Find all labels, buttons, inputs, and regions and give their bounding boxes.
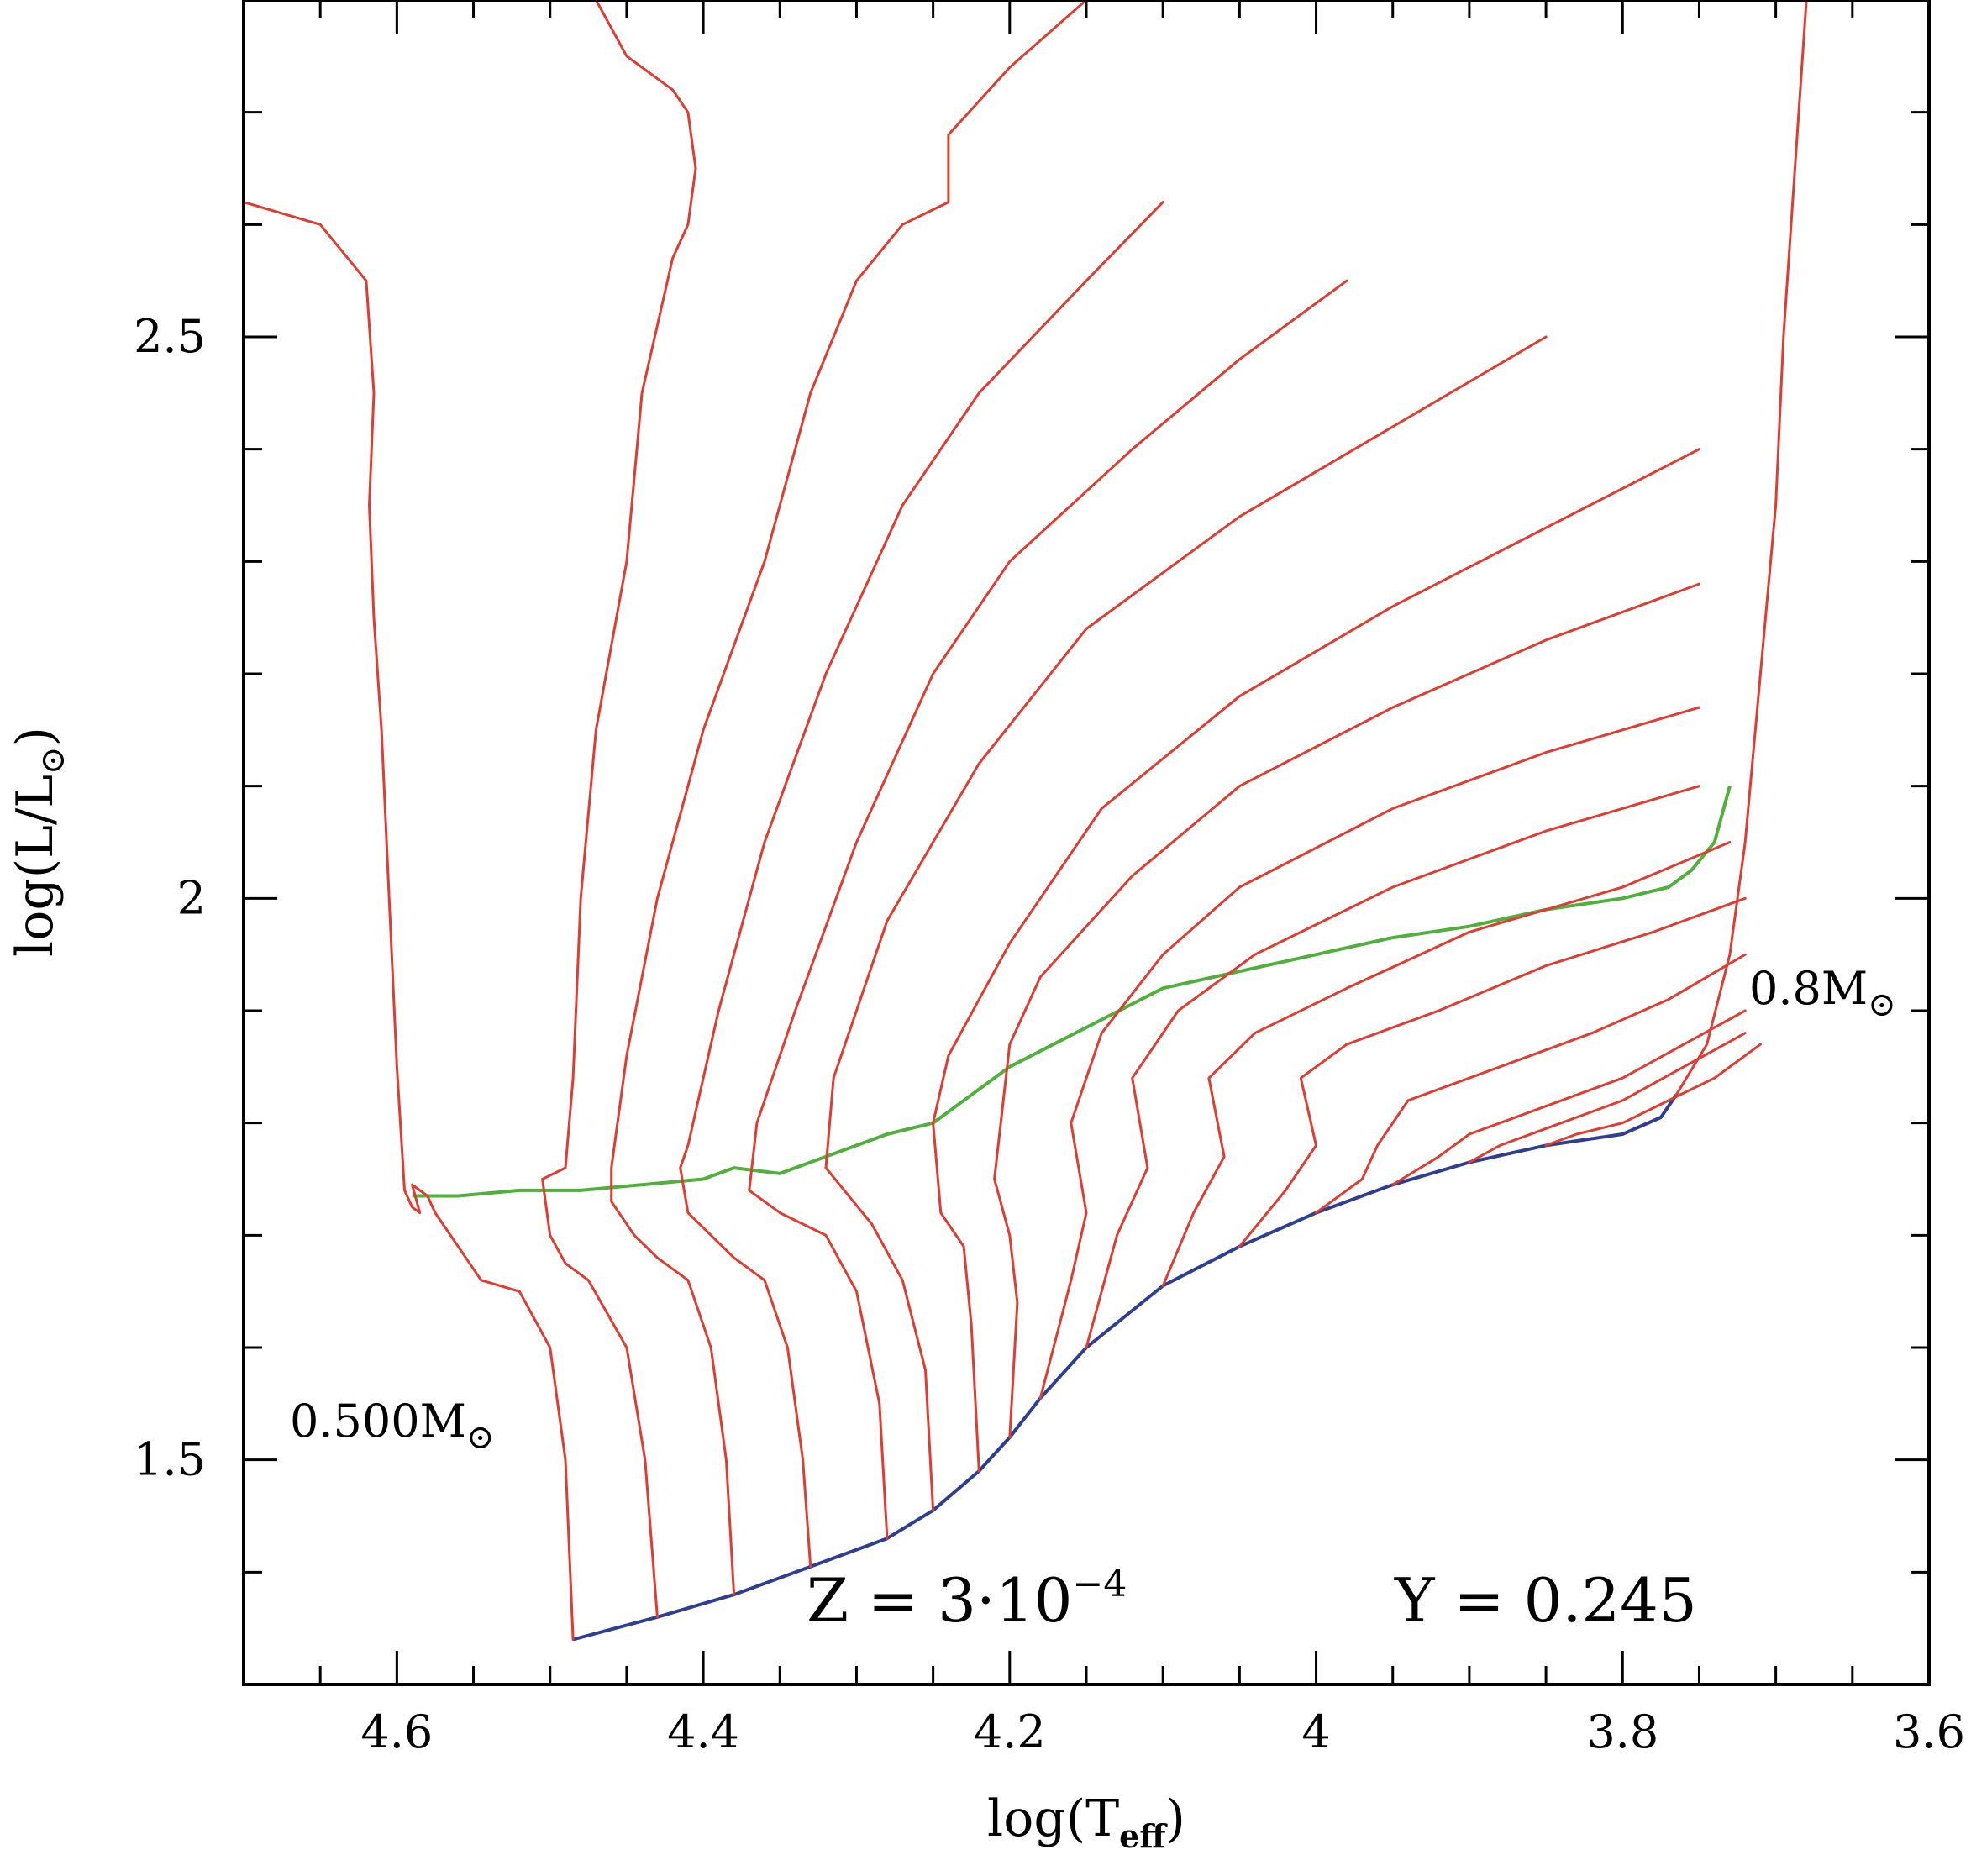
x-tick-label: 3.8 bbox=[1586, 1705, 1658, 1758]
y-axis-title: log(L/L⊙) bbox=[6, 727, 72, 957]
series-track-5 bbox=[748, 279, 1348, 1540]
y-tick-label: 2.5 bbox=[134, 310, 206, 363]
series-zahb bbox=[412, 786, 1732, 1198]
x-axis-title: log(Teff) bbox=[987, 1789, 1185, 1855]
high-mass-label: 0.8M⊙ bbox=[1749, 962, 1896, 1024]
y-tick-label: 2 bbox=[177, 871, 206, 924]
series-track-2 bbox=[541, 0, 697, 1619]
series-track-9 bbox=[1038, 706, 1700, 1400]
series-track-16 bbox=[1544, 1043, 1762, 1147]
x-tick-label: 4.4 bbox=[667, 1705, 739, 1758]
x-tick-label: 4.6 bbox=[360, 1705, 433, 1758]
series-zams bbox=[572, 1094, 1678, 1642]
series-track-15 bbox=[1468, 1032, 1747, 1164]
high-mass-label-text: 0.8M bbox=[1749, 962, 1868, 1015]
y-axis-title-close: ) bbox=[6, 727, 65, 746]
series-track-3 bbox=[610, 0, 1088, 1596]
x-tick-label: 4 bbox=[1301, 1705, 1330, 1758]
composition-z: Z = 3·10−4 bbox=[807, 1563, 1127, 1636]
series-track-1 bbox=[244, 201, 575, 1641]
x-axis-title-main: log(T bbox=[987, 1789, 1119, 1848]
series-track-17 bbox=[1674, 0, 1808, 1096]
x-tick-label: 4.2 bbox=[974, 1705, 1046, 1758]
composition-z-text: Z = 3·10 bbox=[807, 1565, 1072, 1636]
series-track-12 bbox=[1238, 896, 1747, 1248]
series-track-8 bbox=[993, 582, 1700, 1439]
series-track-7 bbox=[932, 448, 1700, 1473]
y-axis-title-main: log(L/L bbox=[6, 775, 65, 957]
series-track-14 bbox=[1391, 1009, 1747, 1186]
composition-z-exp: −4 bbox=[1072, 1563, 1127, 1605]
plot-frame bbox=[242, 0, 1931, 1686]
x-axis-title-sub: eff bbox=[1119, 1817, 1168, 1855]
series-track-4 bbox=[679, 201, 1164, 1569]
y-tick-label: 1.5 bbox=[134, 1433, 206, 1486]
high-mass-sun-symbol: ⊙ bbox=[1868, 985, 1896, 1024]
y-axis-title-sub: ⊙ bbox=[34, 746, 72, 775]
series-track-13 bbox=[1315, 953, 1747, 1215]
x-tick-label: 3.6 bbox=[1893, 1705, 1965, 1758]
x-axis-title-close: ) bbox=[1166, 1789, 1185, 1848]
series-track-11 bbox=[1161, 841, 1732, 1287]
series-track-10 bbox=[1085, 785, 1700, 1349]
composition-y: Y = 0.245 bbox=[1394, 1565, 1697, 1636]
low-mass-label: 0.500M⊙ bbox=[290, 1395, 494, 1457]
series-track-6 bbox=[824, 335, 1548, 1512]
low-mass-sun-symbol: ⊙ bbox=[466, 1418, 495, 1457]
low-mass-label-text: 0.500M bbox=[290, 1395, 466, 1448]
